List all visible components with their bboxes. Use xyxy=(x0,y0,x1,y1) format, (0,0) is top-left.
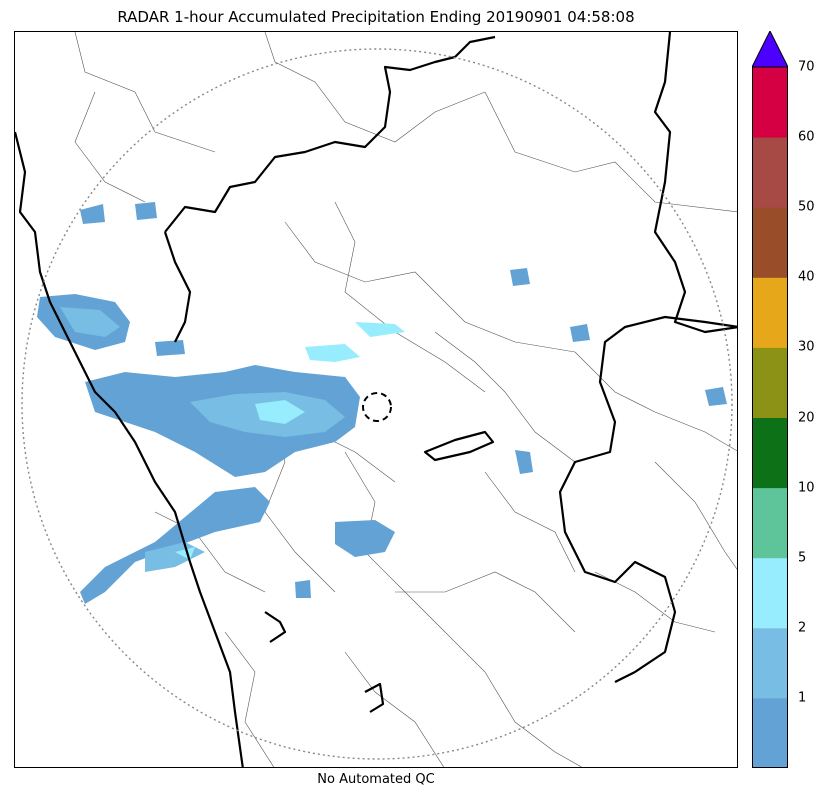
colorbar-tick-label: 1 xyxy=(798,690,807,706)
radar-site-marker xyxy=(362,392,392,422)
colorbar-segment xyxy=(752,487,788,559)
map-title: RADAR 1-hour Accumulated Precipitation E… xyxy=(117,8,635,26)
colorbar-tick-label: 70 xyxy=(798,59,815,75)
colorbar-tick-label: 10 xyxy=(798,480,815,496)
colorbar-tick-label: 60 xyxy=(798,129,815,145)
colorbar-tick-label: 20 xyxy=(798,410,815,425)
colorbar xyxy=(752,31,788,768)
radar-range-ring xyxy=(21,48,733,760)
colorbar-tick-label: 30 xyxy=(798,339,815,355)
radar-map-canvas xyxy=(15,32,737,767)
colorbar-segment xyxy=(752,137,788,208)
colorbar-border xyxy=(752,66,788,768)
radar-map[interactable] xyxy=(14,31,738,768)
colorbar-segment xyxy=(752,67,788,138)
colorbar-extend-triangle xyxy=(752,31,788,68)
colorbar-segment xyxy=(752,627,788,699)
colorbar-segment xyxy=(752,417,788,489)
colorbar-tick-label: 40 xyxy=(798,269,815,285)
colorbar-canvas xyxy=(752,31,788,768)
colorbar-segment xyxy=(752,557,788,629)
colorbar-segment xyxy=(752,347,788,418)
colorbar-tick-label: 50 xyxy=(798,199,815,215)
colorbar-tick-label: 5 xyxy=(798,550,807,566)
colorbar-segment xyxy=(752,207,788,278)
colorbar-segment xyxy=(752,697,788,768)
precipitation-cells xyxy=(37,202,727,604)
colorbar-segment xyxy=(752,277,788,348)
state-borders xyxy=(15,32,737,767)
colorbar-tick-label: 2 xyxy=(798,620,807,636)
qc-note: No Automated QC xyxy=(317,772,435,787)
